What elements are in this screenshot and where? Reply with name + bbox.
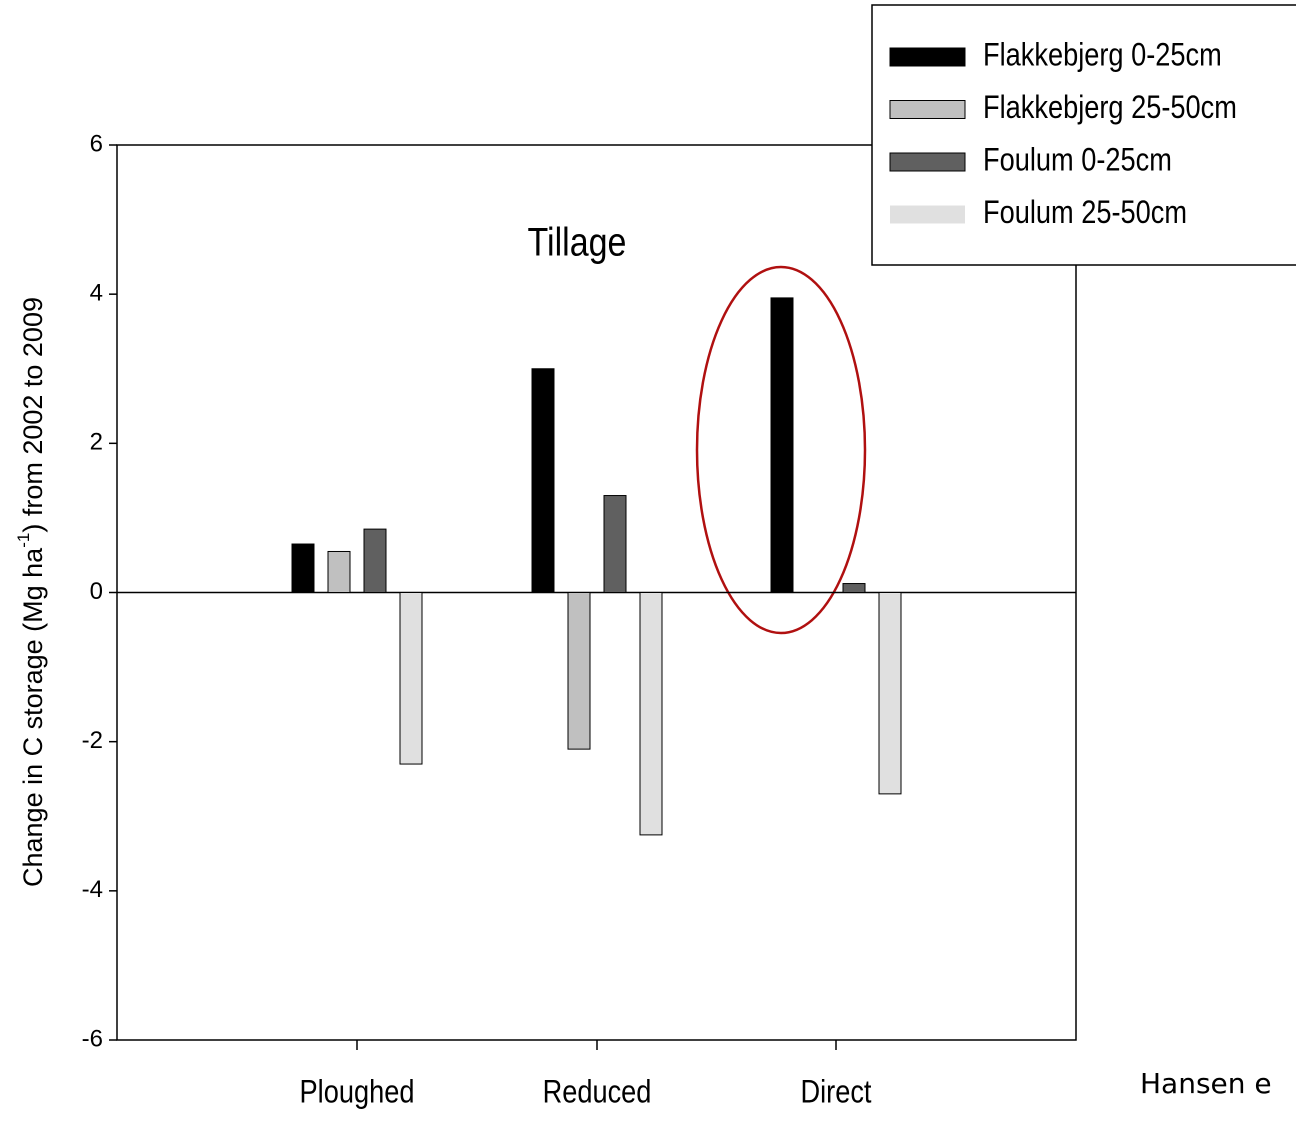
annotation: Hansen e	[1140, 1067, 1272, 1100]
x-tick-label: Ploughed	[300, 1074, 415, 1110]
legend-swatch	[889, 47, 966, 67]
bar	[363, 528, 387, 594]
bar	[327, 550, 351, 594]
annotation: Tillage	[528, 219, 627, 264]
bar	[842, 583, 866, 593]
bar	[531, 368, 555, 593]
bar	[603, 495, 627, 593]
legend-label: Flakkebjerg 0-25cm	[983, 37, 1222, 73]
legend-label: Foulum 0-25cm	[983, 142, 1172, 178]
bar	[878, 592, 902, 795]
x-tick-label: Reduced	[543, 1074, 652, 1110]
y-label-sup: -1	[14, 533, 33, 548]
y-tick-label: -4	[82, 876, 103, 903]
bar	[399, 592, 423, 765]
bar	[567, 592, 591, 750]
highlight-ellipse	[695, 265, 867, 635]
bar	[291, 543, 315, 593]
x-tick-label: Direct	[800, 1074, 872, 1110]
y-tick-label: 2	[90, 429, 103, 456]
legend-label: Foulum 25-50cm	[983, 195, 1187, 231]
y-tick-label: 4	[90, 280, 103, 307]
legend-label: Flakkebjerg 25-50cm	[983, 90, 1237, 126]
bar	[639, 592, 663, 836]
bar	[770, 297, 794, 593]
y-tick-label: -6	[82, 1025, 103, 1052]
y-tick-label: 0	[90, 578, 103, 605]
y-tick-label: -2	[82, 727, 103, 754]
y-label-rest: ) from 2002 to 2009	[18, 297, 48, 533]
legend-swatch	[889, 152, 966, 172]
y-axis-label: Change in C storage (Mg ha-1) from 2002 …	[14, 297, 48, 887]
legend-swatch	[890, 205, 965, 224]
y-label-main: Change in C storage (Mg ha	[18, 547, 48, 887]
y-tick-label: 6	[90, 130, 103, 157]
legend-swatch	[889, 100, 966, 119]
